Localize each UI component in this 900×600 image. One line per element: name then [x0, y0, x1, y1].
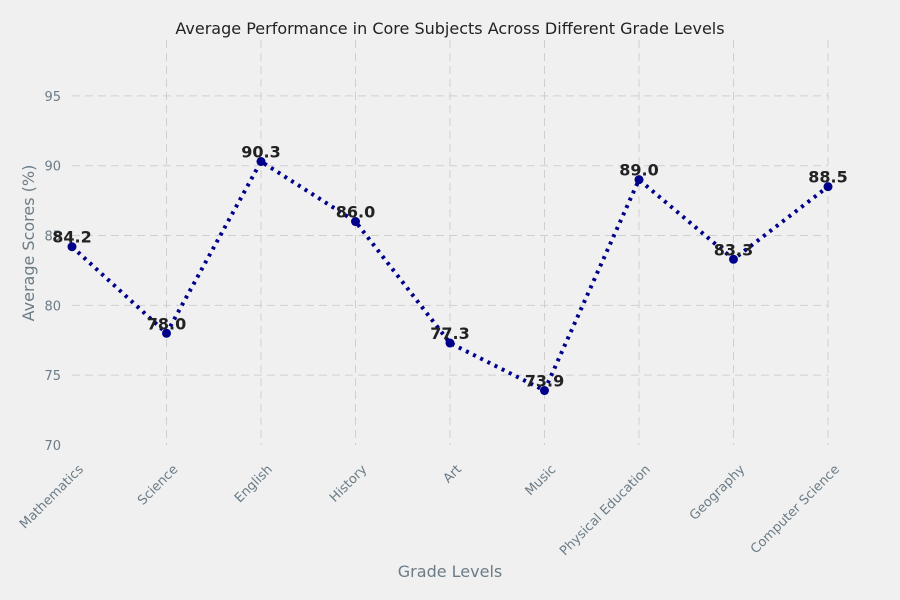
chart-title: Average Performance in Core Subjects Acr…	[175, 19, 724, 38]
x-tick-label: Geography	[687, 462, 749, 524]
data-label: 78.0	[147, 314, 186, 333]
data-label: 89.0	[619, 161, 658, 180]
data-label: 84.2	[52, 228, 91, 247]
y-axis-label: Average Scores (%)	[19, 165, 38, 322]
data-point	[445, 338, 455, 348]
x-tick-label: Mathematics	[17, 462, 87, 532]
y-tick-label: 90	[44, 160, 61, 175]
data-point	[67, 242, 77, 252]
data-label: 90.3	[241, 143, 280, 162]
y-tick-label: 85	[44, 230, 61, 245]
data-label: 73.9	[525, 372, 564, 391]
data-label: 86.0	[336, 203, 375, 222]
x-tick-label: Physical Education	[557, 462, 654, 559]
x-axis-label: Grade Levels	[398, 562, 502, 581]
x-tick-label: History	[327, 462, 371, 506]
x-tick-label: Music	[523, 462, 560, 499]
data-point	[540, 386, 549, 396]
series-line	[70, 158, 830, 394]
y-axis-ticks: 70 75 80 85 90 95	[44, 90, 61, 454]
data-label: 88.5	[808, 168, 847, 187]
data-point	[351, 217, 360, 227]
data-point	[634, 175, 644, 185]
y-tick-label: 70	[44, 439, 61, 454]
x-axis-ticks: Mathematics Science English History Art Music…	[17, 462, 843, 559]
data-labels: 84.2 78.0 90.3 86.0 77.3 73.9 89.0 83.3 88.5	[52, 143, 847, 391]
data-point	[256, 157, 266, 166]
x-tick-label: Computer Science	[748, 462, 843, 557]
data-point	[729, 254, 738, 264]
y-tick-label: 80	[44, 299, 61, 314]
gridlines	[72, 40, 829, 445]
y-tick-label: 75	[44, 369, 61, 384]
y-tick-label: 95	[44, 90, 61, 105]
series-line-group	[67, 157, 833, 396]
data-label: 83.3	[714, 240, 753, 259]
data-point	[162, 328, 171, 338]
x-tick-label: Art	[441, 462, 465, 486]
data-label: 77.3	[430, 324, 469, 343]
x-tick-label: Science	[135, 462, 181, 508]
data-point	[823, 182, 833, 192]
x-tick-label: English	[232, 462, 276, 506]
